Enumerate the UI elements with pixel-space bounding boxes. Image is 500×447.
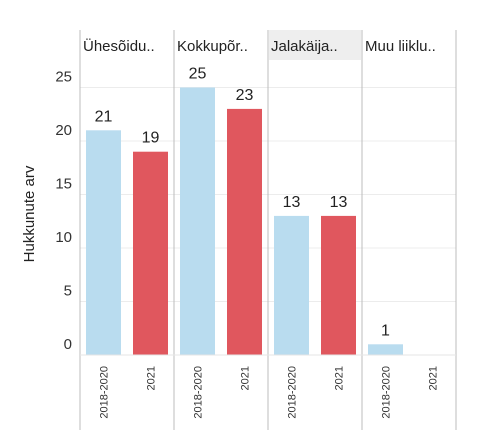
bar: [227, 108, 262, 356]
y-tick-label: 20: [55, 122, 72, 139]
x-tick-label: 2018-2020: [193, 366, 205, 419]
bar: [274, 215, 309, 355]
y-tick-label: 25: [55, 69, 72, 86]
bar: [133, 151, 168, 355]
panel-dividers: [79, 30, 457, 430]
bar: [321, 215, 356, 355]
bar: [180, 87, 215, 355]
x-tick-label: 2018-2020: [287, 366, 299, 419]
panel-header-label: Jalakäija..: [271, 38, 338, 55]
data-label: 21: [95, 108, 113, 125]
panel-header-label: Ühesõidu..: [83, 37, 155, 55]
panel-header-label: Muu liiklu..: [365, 38, 436, 55]
data-label: 25: [189, 66, 207, 83]
y-axis: 0 5 10 15 20 25: [55, 69, 72, 354]
data-label: 19: [142, 130, 160, 147]
x-tick-label: 2018-2020: [381, 366, 393, 419]
x-axis: 2018-2020 2021 2018-2020 2021 2018-2020 2021 2…: [99, 366, 440, 419]
y-tick-label: 10: [55, 229, 72, 246]
y-tick-label: 0: [64, 336, 72, 353]
x-tick-label: 2021: [334, 366, 346, 390]
panel-headers: Ühesõidu.. Kokkupõr.. Jalakäija.. Muu liikl…: [83, 30, 436, 60]
panel-header-highlight: [269, 30, 361, 60]
x-tick-label: 2021: [428, 366, 440, 390]
y-tick-label: 5: [64, 283, 72, 300]
data-label: 23: [236, 87, 254, 104]
data-label: 13: [283, 194, 301, 211]
x-tick-label: 2021: [240, 366, 252, 390]
y-axis-label: Hukkunute arv: [21, 165, 38, 262]
x-tick-label: 2018-2020: [99, 366, 111, 419]
data-label: 13: [330, 194, 348, 211]
data-label: 1: [381, 322, 390, 339]
bar: [86, 130, 121, 355]
bar: [368, 344, 403, 355]
x-tick-label: 2021: [146, 366, 158, 390]
bars: 21 19 25 23 13 13 1: [86, 66, 403, 356]
y-tick-label: 15: [55, 176, 72, 193]
panel-header-label: Kokkupõr..: [177, 38, 248, 55]
